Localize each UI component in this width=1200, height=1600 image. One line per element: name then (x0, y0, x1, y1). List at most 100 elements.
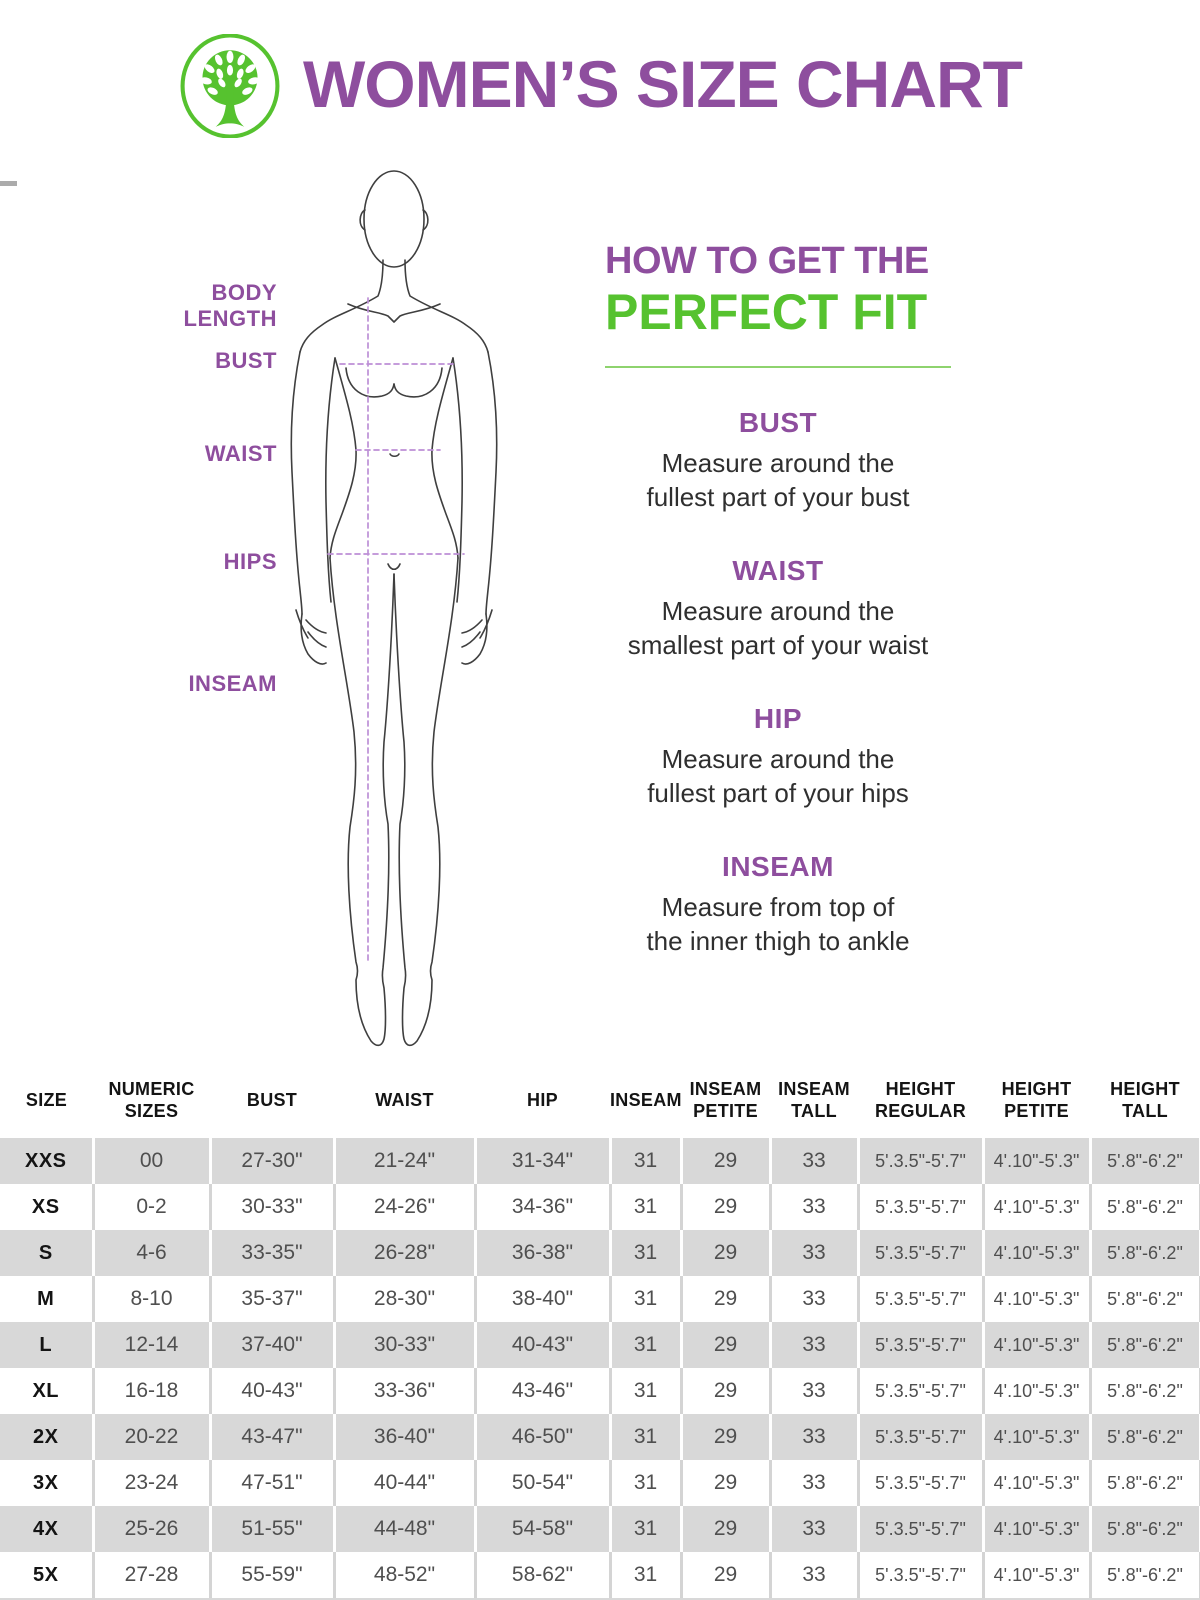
value-cell: 5'.8"-6'.2" (1090, 1322, 1200, 1368)
value-cell: 43-47" (210, 1414, 336, 1460)
column-header-height-tall: HEIGHT TALL (1110, 1079, 1180, 1121)
fit-section-bust: BUST Measure around the fullest part of … (605, 406, 951, 514)
fit-section-hip: HIP Measure around the fullest part of y… (605, 702, 951, 810)
value-cell: 47-51" (210, 1460, 336, 1506)
column-header-inseam: INSEAM (610, 1090, 682, 1110)
value-cell: 31 (610, 1138, 683, 1184)
value-cell: 12-14 (93, 1322, 212, 1368)
value-cell: 4'.10"-5'.3" (983, 1368, 1092, 1414)
column-header-inseam-petite: INSEAM PETITE (689, 1079, 762, 1121)
value-cell: 00 (93, 1138, 212, 1184)
value-cell: 33 (770, 1276, 860, 1322)
value-cell: 5'.8"-6'.2" (1090, 1230, 1200, 1276)
value-cell: 21-24" (334, 1138, 477, 1184)
value-cell: 4'.10"-5'.3" (983, 1506, 1092, 1552)
value-cell: 29 (681, 1552, 772, 1598)
value-cell: 29 (681, 1460, 772, 1506)
figure-label-text: LENGTH (183, 306, 277, 331)
figure-label-text: BODY (211, 280, 277, 305)
fit-section-heading: WAIST (732, 555, 824, 586)
size-cell: 3X (0, 1460, 95, 1506)
value-cell: 5'.8"-6'.2" (1090, 1414, 1200, 1460)
value-cell: 4'.10"-5'.3" (983, 1414, 1092, 1460)
size-cell: 5X (0, 1552, 95, 1598)
figure-label-waist: WAIST (204, 441, 277, 466)
value-cell: 50-54" (475, 1460, 612, 1506)
value-cell: 33 (770, 1368, 860, 1414)
column-header-bust: BUST (246, 1090, 298, 1110)
value-cell: 33 (770, 1552, 860, 1598)
table-row: XL 16-18 40-43" 33-36" 43-46" 31 29 33 5'.3.5"-5… (0, 1368, 1200, 1414)
column-header-waist: WAIST (375, 1090, 434, 1110)
figure-label-hips: HIPS (223, 549, 277, 574)
value-cell: 26-28" (334, 1230, 477, 1276)
value-cell: 5'.8"-6'.2" (1090, 1184, 1200, 1230)
value-cell: 24-26" (334, 1184, 477, 1230)
column-header-height-regular: HEIGHT REGULAR (874, 1079, 967, 1121)
table-row: L 12-14 37-40" 30-33" 40-43" 31 29 33 5'.3.5"-5'… (0, 1322, 1200, 1368)
size-cell: XS (0, 1184, 95, 1230)
value-cell: 27-28 (93, 1552, 212, 1598)
value-cell: 31 (610, 1184, 683, 1230)
value-cell: 5'.8"-6'.2" (1090, 1138, 1200, 1184)
value-cell: 31 (610, 1276, 683, 1322)
fit-guide-title-line1: HOW TO GET THE (605, 240, 929, 282)
value-cell: 48-52" (334, 1552, 477, 1598)
fit-guide-section: HOW TO GET THE PERFECT FIT BUST Measure … (605, 240, 951, 998)
fit-section-text: smallest part of your waist (627, 630, 929, 660)
size-cell: XXS (0, 1138, 95, 1184)
value-cell: 5'.8"-6'.2" (1090, 1460, 1200, 1506)
value-cell: 4'.10"-5'.3" (983, 1322, 1092, 1368)
value-cell: 29 (681, 1506, 772, 1552)
value-cell: 33 (770, 1322, 860, 1368)
value-cell: 40-44" (334, 1460, 477, 1506)
value-cell: 30-33" (334, 1322, 477, 1368)
table-row: S 4-6 33-35" 26-28" 36-38" 31 29 33 5'.3.5"-5'.7… (0, 1230, 1200, 1276)
value-cell: 5'.3.5"-5'.7" (858, 1552, 985, 1598)
value-cell: 5'.3.5"-5'.7" (858, 1368, 985, 1414)
table-row: 5X 27-28 55-59" 48-52" 58-62" 31 29 33 5'.3.5"-5… (0, 1552, 1200, 1598)
value-cell: 35-37" (210, 1276, 336, 1322)
page-title: WOMEN’S SIZE CHART (303, 47, 1023, 121)
value-cell: 38-40" (475, 1276, 612, 1322)
value-cell: 5'.3.5"-5'.7" (858, 1506, 985, 1552)
value-cell: 4-6 (93, 1230, 212, 1276)
value-cell: 23-24 (93, 1460, 212, 1506)
value-cell: 5'.3.5"-5'.7" (858, 1322, 985, 1368)
value-cell: 4'.10"-5'.3" (983, 1460, 1092, 1506)
value-cell: 31 (610, 1414, 683, 1460)
value-cell: 37-40" (210, 1322, 336, 1368)
value-cell: 5'.3.5"-5'.7" (858, 1138, 985, 1184)
fit-section-text: Measure around the (661, 744, 895, 774)
column-header-size: SIZE (25, 1090, 68, 1110)
value-cell: 29 (681, 1230, 772, 1276)
body-figure-illustration (290, 170, 498, 1047)
value-cell: 31 (610, 1552, 683, 1598)
column-header-hip: HIP (527, 1090, 558, 1110)
value-cell: 33-36" (334, 1368, 477, 1414)
value-cell: 5'.3.5"-5'.7" (858, 1276, 985, 1322)
fit-section-waist: WAIST Measure around the smallest part o… (605, 554, 951, 662)
value-cell: 4'.10"-5'.3" (983, 1276, 1092, 1322)
value-cell: 46-50" (475, 1414, 612, 1460)
value-cell: 29 (681, 1138, 772, 1184)
value-cell: 5'.8"-6'.2" (1090, 1368, 1200, 1414)
value-cell: 55-59" (210, 1552, 336, 1598)
value-cell: 44-48" (334, 1506, 477, 1552)
value-cell: 5'.3.5"-5'.7" (858, 1184, 985, 1230)
value-cell: 31 (610, 1460, 683, 1506)
fit-section-text: fullest part of your bust (646, 482, 910, 512)
value-cell: 40-43" (475, 1322, 612, 1368)
fit-section-heading: BUST (738, 407, 818, 438)
fit-section-text: fullest part of your hips (647, 778, 909, 808)
value-cell: 27-30" (210, 1138, 336, 1184)
value-cell: 31 (610, 1230, 683, 1276)
value-cell: 51-55" (210, 1506, 336, 1552)
figure-label-bust: BUST (215, 348, 277, 373)
value-cell: 54-58" (475, 1506, 612, 1552)
value-cell: 33 (770, 1230, 860, 1276)
fit-section-text: Measure around the (661, 448, 895, 478)
green-divider-line (605, 366, 951, 368)
fit-section-text: the inner thigh to ankle (646, 926, 910, 956)
